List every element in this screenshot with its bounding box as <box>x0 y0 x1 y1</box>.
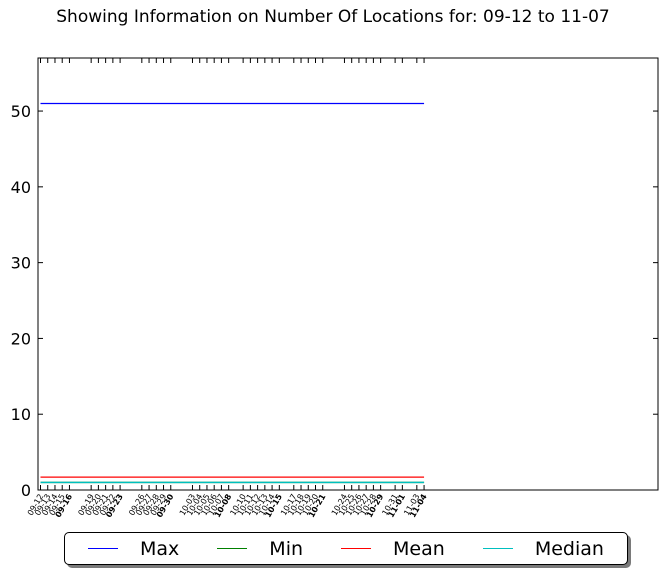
legend-label: Mean <box>393 537 445 560</box>
legend: Max Min Mean Median <box>64 532 628 565</box>
y-tick-label: 10 <box>11 405 31 424</box>
legend-swatch <box>341 548 372 549</box>
legend-item-min: Min <box>217 538 303 560</box>
legend-item-max: Max <box>88 538 179 560</box>
legend-swatch <box>482 548 513 549</box>
plot-frame <box>37 57 659 491</box>
legend-item-mean: Mean <box>341 538 445 560</box>
chart-title: Showing Information on Number Of Locatio… <box>56 7 610 27</box>
legend-label: Median <box>534 537 604 560</box>
y-tick-label: 20 <box>11 329 31 348</box>
legend-label: Min <box>269 537 304 560</box>
y-tick-label: 30 <box>11 254 31 273</box>
legend-swatch <box>88 548 118 549</box>
y-tick-label: 0 <box>21 481 31 500</box>
y-tick-label: 40 <box>11 178 31 197</box>
legend-swatch <box>217 548 248 549</box>
y-tick-label: 50 <box>11 102 31 121</box>
legend-label: Max <box>140 537 180 560</box>
legend-item-median: Median <box>482 537 604 560</box>
